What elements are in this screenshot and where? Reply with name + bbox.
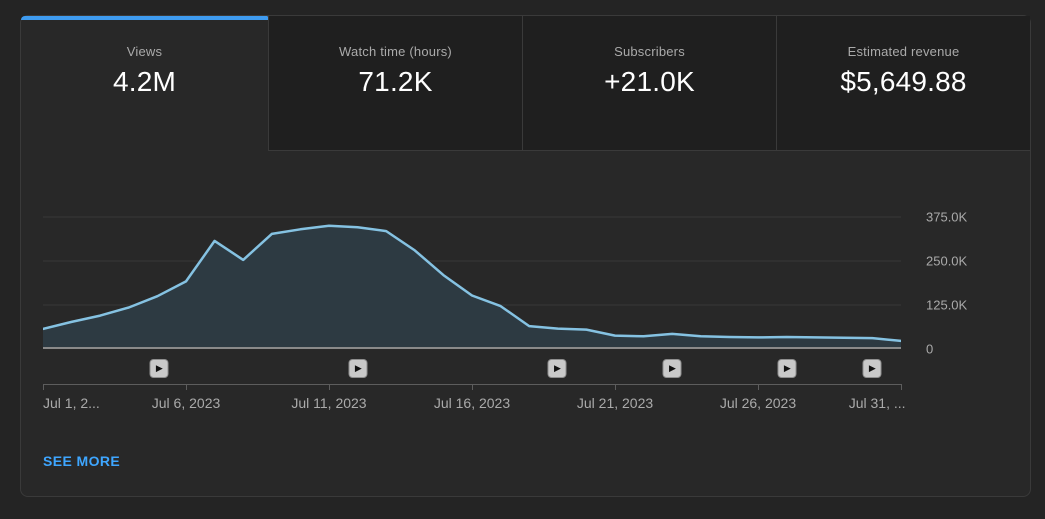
y-axis-label: 250.0K [926, 253, 968, 269]
tab-label: Views [126, 44, 163, 59]
tab-value: 4.2M [112, 66, 177, 97]
tab-watch-time[interactable]: Watch time (hours) 71.2K [268, 16, 522, 151]
metric-tabs: Views 4.2M Watch time (hours) 71.2K Subs… [21, 16, 1030, 151]
play-icon: ▶ [553, 363, 561, 373]
x-axis-label: Jul 26, 2023 [719, 395, 797, 411]
tab-subscribers[interactable]: Subscribers +21.0K [522, 16, 776, 151]
x-axis-labels: Jul 1, 2... Jul 6, 2023 Jul 11, 2023 Jul 16… [43, 395, 906, 415]
tab-value: 71.2K [358, 66, 433, 97]
tab-label: Estimated revenue [847, 44, 960, 59]
video-play-marker[interactable]: ▶ [547, 359, 567, 378]
views-area-chart[interactable] [43, 201, 901, 349]
x-axis-tick [901, 384, 902, 390]
x-axis-label: Jul 31, ... [848, 395, 906, 411]
x-axis-tick [43, 384, 44, 390]
x-axis-tick [757, 384, 759, 390]
tab-value: $5,649.88 [840, 66, 967, 97]
tab-value: +21.0K [604, 66, 695, 97]
analytics-card: Views 4.2M Watch time (hours) 71.2K Subs… [20, 15, 1031, 497]
play-icon: ▶ [354, 363, 362, 373]
x-axis-label: Jul 1, 2... [43, 395, 100, 411]
y-axis-label: 375.0K [926, 209, 968, 225]
video-play-marker[interactable]: ▶ [662, 359, 682, 378]
see-more-link[interactable]: SEE MORE [43, 453, 121, 469]
chart-line [43, 224, 901, 343]
play-icon: ▶ [155, 363, 163, 373]
x-axis-tick [328, 384, 330, 390]
play-icon: ▶ [868, 363, 876, 373]
x-axis-label: Jul 16, 2023 [433, 395, 511, 411]
tab-estimated-revenue[interactable]: Estimated revenue $5,649.88 [776, 16, 1030, 151]
tab-views[interactable]: Views 4.2M [21, 16, 268, 151]
x-axis-tick [186, 384, 188, 390]
video-play-marker[interactable]: ▶ [862, 359, 882, 378]
x-axis-tick [472, 384, 473, 390]
video-play-marker[interactable]: ▶ [777, 359, 797, 378]
play-icon: ▶ [668, 363, 676, 373]
y-axis-label: 125.0K [926, 297, 968, 313]
active-tab-indicator [21, 16, 268, 20]
tab-label: Watch time (hours) [339, 44, 452, 59]
play-icon: ▶ [783, 363, 791, 373]
video-play-marker[interactable]: ▶ [149, 359, 169, 378]
x-axis-label: Jul 6, 2023 [151, 395, 221, 411]
x-axis-tick [615, 384, 617, 390]
chart-area-fill [43, 225, 901, 349]
y-axis-label: 0 [926, 341, 934, 357]
x-axis-label: Jul 11, 2023 [291, 395, 367, 411]
tab-label: Subscribers [614, 44, 685, 59]
video-marker-row: ▶ ▶ ▶ ▶ ▶ ▶ [43, 359, 901, 378]
x-axis-label: Jul 21, 2023 [576, 395, 654, 411]
video-play-marker[interactable]: ▶ [348, 359, 368, 378]
